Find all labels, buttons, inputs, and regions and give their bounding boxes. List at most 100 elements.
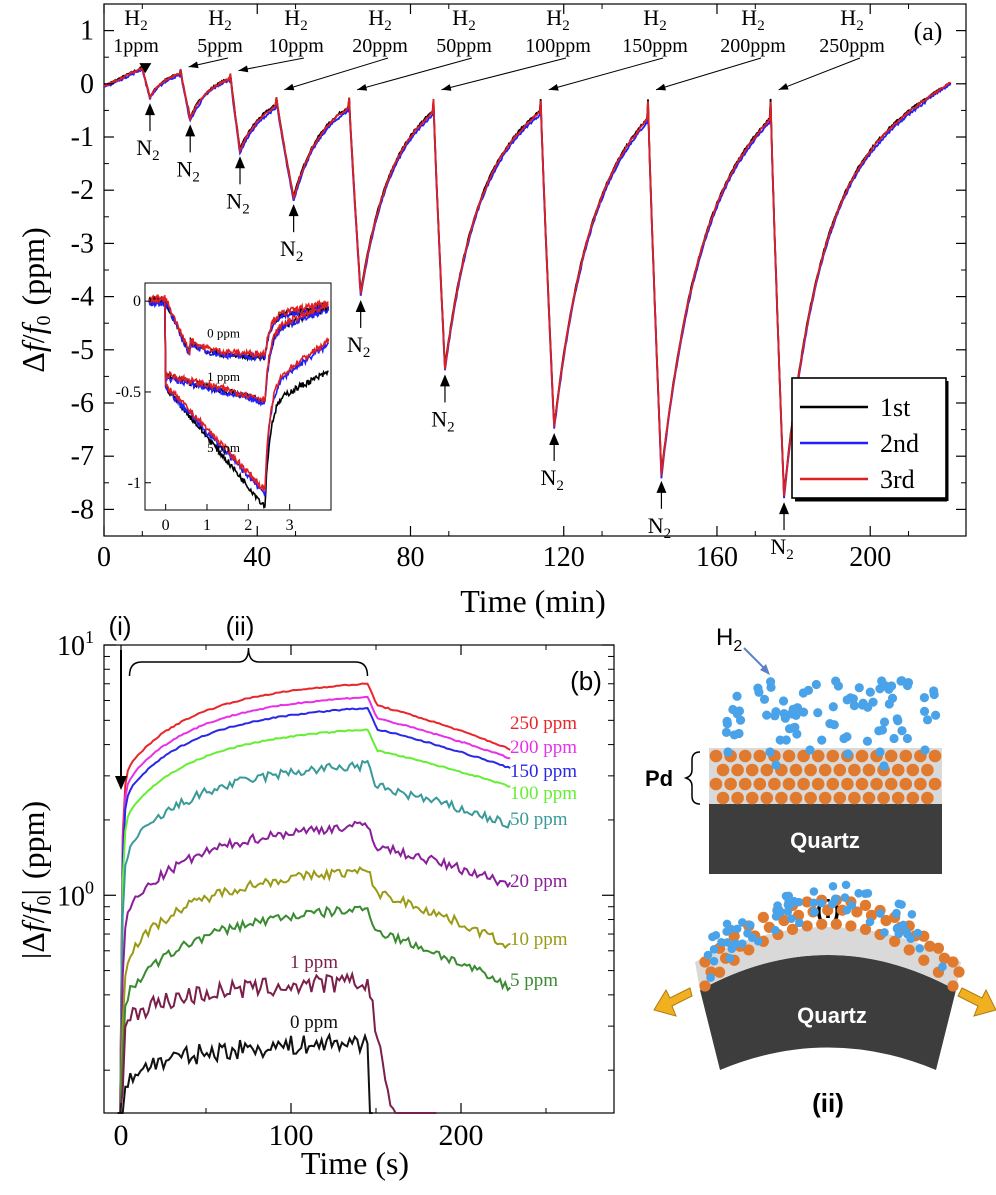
inset-x-tick-3: 3 bbox=[286, 517, 294, 534]
x-tick-b-200: 200 bbox=[439, 1119, 484, 1152]
h2-pulse-label-1: H2 bbox=[208, 5, 231, 34]
h2-pulse-label-0: H2 bbox=[124, 5, 147, 34]
series-label-b-9: 0 ppm bbox=[290, 1012, 338, 1033]
inset-x-tick-0: 0 bbox=[162, 517, 170, 534]
h2-arrow-7 bbox=[655, 57, 762, 91]
h2-pulse-label-8: H2 bbox=[840, 5, 863, 34]
y-tick-a--6: -6 bbox=[71, 388, 94, 419]
panel-b-frame bbox=[103, 644, 615, 1114]
series-label-b-2: 150 ppm bbox=[510, 761, 577, 782]
series-b-20 ppm bbox=[117, 820, 512, 1114]
conc-label-4: 50ppm bbox=[436, 35, 492, 57]
schematic-state-ii: Quartz (ii) bbox=[653, 880, 996, 1118]
n2-label-4: N2 bbox=[347, 332, 370, 361]
y-tick-a-1: 1 bbox=[80, 16, 94, 47]
h2-pulse-label-7: H2 bbox=[741, 5, 764, 34]
series-b-200 ppm bbox=[117, 695, 511, 1114]
series-b-1 ppm bbox=[117, 970, 437, 1114]
expansion-arrow-left bbox=[653, 987, 693, 1017]
inset-series-0 ppm-3rd bbox=[148, 293, 329, 359]
mechanism-schematic: Quartz Pd H2 (i) Quartz (ii) bbox=[645, 624, 996, 1118]
inset-chart: 0 ppm 1 ppm 5 ppm 0 1 2 3 0 -0.5 -1 bbox=[116, 282, 332, 534]
h2-pulse-label-5: H2 bbox=[546, 5, 569, 34]
series-b-10 ppm bbox=[117, 866, 511, 1114]
inset-y-tick-2: -1 bbox=[128, 475, 141, 492]
conc-label-5: 100ppm bbox=[525, 35, 591, 57]
series-b-5 ppm bbox=[117, 905, 511, 1114]
x-axis-title-b: Time (s) bbox=[301, 1145, 409, 1181]
conc-label-6: 150ppm bbox=[622, 35, 688, 57]
y-tick-a--4: -4 bbox=[71, 282, 94, 313]
conc-label-0: 1ppm bbox=[113, 35, 159, 57]
inset-series-5 ppm-3rd bbox=[148, 294, 330, 493]
y-tick-a--5: -5 bbox=[71, 335, 94, 366]
legend-label-1st: 1st bbox=[880, 393, 911, 422]
series-label-b-0: 250 ppm bbox=[510, 713, 577, 734]
conc-label-1: 5ppm bbox=[197, 35, 243, 57]
phase-ii-brace bbox=[128, 647, 369, 677]
phase-label-i: (i) bbox=[108, 611, 131, 641]
inset-x-tick-1: 1 bbox=[203, 517, 211, 534]
series-label-b-6: 10 ppm bbox=[510, 929, 568, 950]
x-tick-a-200: 200 bbox=[849, 542, 891, 573]
inset-curve-label-2: 5 ppm bbox=[207, 440, 240, 455]
series-b-0 ppm bbox=[117, 1032, 373, 1114]
panel-a-series bbox=[103, 63, 952, 499]
conc-label-8: 250ppm bbox=[819, 35, 885, 57]
y-axis-title-a: Δf/f0(ppm) bbox=[15, 227, 55, 372]
y-tick-a--7: -7 bbox=[71, 441, 94, 472]
series-label-b-1: 200 ppm bbox=[510, 737, 577, 758]
series-label-b-3: 100 ppm bbox=[510, 783, 577, 804]
y-tick-a--2: -2 bbox=[71, 175, 94, 206]
h2-pulse-label-6: H2 bbox=[643, 5, 666, 34]
x-tick-a-80: 80 bbox=[396, 542, 424, 573]
expansion-arrow-right bbox=[957, 987, 996, 1017]
x-tick-b-0: 0 bbox=[114, 1119, 129, 1152]
phase-label-ii: (ii) bbox=[226, 611, 255, 641]
y-tick-b-1: 101 bbox=[57, 627, 94, 662]
n2-label-1: N2 bbox=[177, 156, 200, 185]
series-label-b-4: 50 ppm bbox=[510, 809, 568, 830]
x-tick-a-0: 0 bbox=[97, 542, 111, 573]
quartz-substrate-ii bbox=[700, 955, 956, 1070]
h2-label: H2 bbox=[716, 624, 742, 655]
n2-label-8: N2 bbox=[770, 534, 793, 563]
legend-label-3rd: 3rd bbox=[880, 465, 915, 494]
h2-arrow-3 bbox=[284, 57, 389, 91]
h2-pulse-label-2: H2 bbox=[284, 5, 307, 34]
n2-label-7: N2 bbox=[648, 513, 671, 542]
series-b-50 ppm bbox=[117, 759, 512, 1114]
h2-arrow-2 bbox=[238, 57, 305, 72]
inset-curve-label-0: 0 ppm bbox=[207, 325, 240, 340]
x-tick-a-120: 120 bbox=[543, 542, 585, 573]
n2-label-6: N2 bbox=[540, 465, 563, 494]
inset-series-1 ppm-3rd bbox=[148, 293, 329, 404]
legend-label-2nd: 2nd bbox=[880, 429, 919, 458]
inset-x-tick-2: 2 bbox=[244, 517, 252, 534]
schematic-state-i: Quartz Pd H2 (i) bbox=[645, 624, 942, 924]
x-axis-title-a: Time (min) bbox=[460, 583, 606, 619]
n2-label-2: N2 bbox=[226, 188, 249, 217]
n2-label-0: N2 bbox=[136, 135, 159, 164]
series-label-b-5: 20 ppm bbox=[510, 871, 568, 892]
quartz-label-i: Quartz bbox=[790, 828, 860, 853]
quartz-substrate-i bbox=[709, 804, 942, 874]
y-tick-a-0: 0 bbox=[80, 69, 94, 100]
conc-label-3: 20ppm bbox=[352, 35, 408, 57]
n2-label-3: N2 bbox=[280, 236, 303, 265]
legend: 1st 2nd 3rd bbox=[791, 377, 949, 502]
h2-pulse-label-4: H2 bbox=[452, 5, 475, 34]
y-tick-a--8: -8 bbox=[71, 494, 94, 525]
pd-brace bbox=[683, 751, 701, 805]
series-b-150 ppm bbox=[117, 707, 511, 1114]
inset-curve-label-1: 1 ppm bbox=[207, 369, 240, 384]
x-tick-b-100: 100 bbox=[269, 1119, 314, 1152]
quartz-label-ii: Quartz bbox=[797, 1003, 867, 1028]
y-tick-a--3: -3 bbox=[71, 228, 94, 259]
series-b-250 ppm bbox=[117, 682, 511, 1114]
panel-a-label: (a) bbox=[914, 17, 943, 46]
